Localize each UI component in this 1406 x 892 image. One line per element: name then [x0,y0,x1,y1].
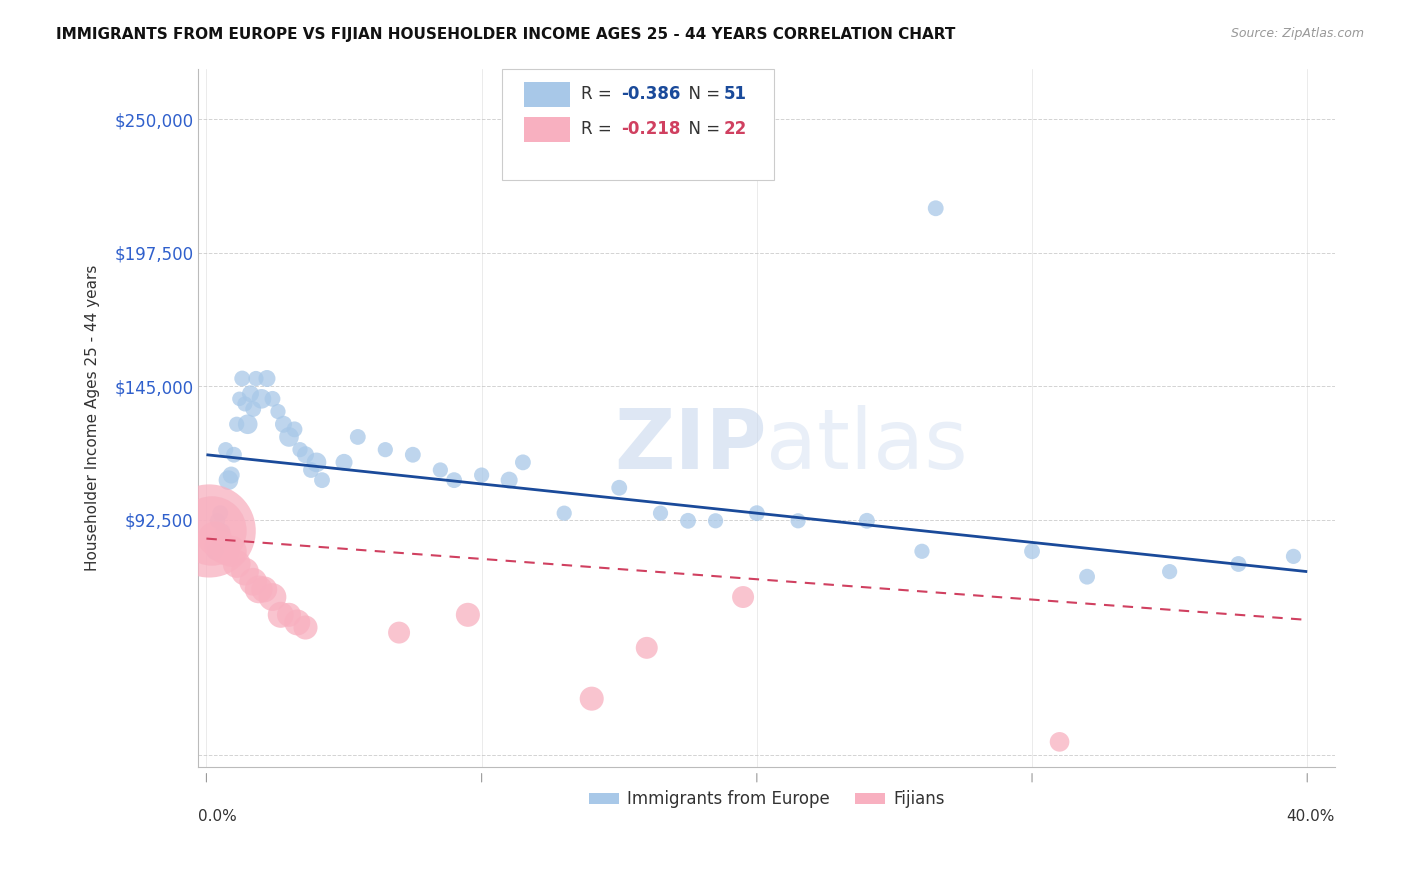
Point [242,402,264,417]
Point [219,544,242,558]
Text: IMMIGRANTS FROM EUROPE VS FIJIAN HOUSEHOLDER INCOME AGES 25 - 44 YEARS CORRELATI: IMMIGRANTS FROM EUROPE VS FIJIAN HOUSEHO… [56,27,956,42]
Point [209,539,232,553]
Point [294,448,316,462]
Point [636,640,658,655]
Point [443,473,465,487]
Point [581,691,603,706]
Point [207,514,229,528]
Point [262,392,284,406]
Point [256,371,278,385]
Point [1076,570,1098,584]
Point [215,442,238,457]
Text: 51: 51 [723,86,747,103]
Point [1159,565,1181,579]
Text: R =: R = [581,86,617,103]
Point [239,386,262,401]
Point [212,524,235,538]
Point [733,590,755,604]
FancyBboxPatch shape [524,118,569,142]
Text: N =: N = [678,86,725,103]
Point [204,544,226,558]
Text: ZIP: ZIP [614,405,766,486]
Point [925,201,948,215]
Point [856,514,879,528]
Point [374,442,396,457]
Point [283,422,305,436]
Point [1282,549,1305,564]
Point [402,448,425,462]
Point [245,371,267,385]
Point [198,524,221,538]
Point [288,442,311,457]
Point [1227,557,1250,571]
Point [262,590,284,604]
Text: 22: 22 [723,120,747,138]
Text: R =: R = [581,120,617,138]
Point [201,524,224,538]
Point [231,371,253,385]
Point [457,607,479,622]
Point [704,514,727,528]
Point [787,514,810,528]
Point [471,468,494,483]
Point [1021,544,1043,558]
Y-axis label: Householder Income Ages 25 - 44 years: Householder Income Ages 25 - 44 years [86,265,100,571]
Point [204,532,226,546]
Point [512,455,534,469]
Point [247,582,270,597]
Point [299,463,322,477]
FancyBboxPatch shape [502,69,775,180]
Point [228,392,250,406]
Point [270,607,292,622]
Point [217,473,239,487]
Point [222,448,245,462]
Point [250,392,273,406]
Text: atlas: atlas [766,405,969,486]
Point [745,506,768,520]
Point [294,620,316,634]
Point [225,557,247,571]
Text: -0.386: -0.386 [621,86,681,103]
Point [333,455,356,469]
Point [305,455,328,469]
Point [1049,735,1071,749]
FancyBboxPatch shape [524,82,569,107]
Text: Source: ZipAtlas.com: Source: ZipAtlas.com [1230,27,1364,40]
Point [233,565,256,579]
Text: 40.0%: 40.0% [1286,809,1334,824]
Point [429,463,451,477]
Legend: Immigrants from Europe, Fijians: Immigrants from Europe, Fijians [582,783,950,814]
Point [278,430,301,444]
Point [236,417,259,432]
Point [388,625,411,640]
Point [209,506,232,520]
Text: 0.0%: 0.0% [198,809,238,824]
Point [650,506,672,520]
Point [553,506,575,520]
Point [253,582,276,597]
Point [676,514,699,528]
Point [219,468,242,483]
Point [215,544,238,558]
Text: -0.218: -0.218 [621,120,681,138]
Point [278,607,301,622]
Point [498,473,520,487]
Point [267,404,290,418]
Point [233,397,256,411]
Point [607,481,630,495]
Point [911,544,934,558]
Text: N =: N = [678,120,725,138]
Point [311,473,333,487]
Point [273,417,295,432]
Point [242,574,264,589]
Point [346,430,368,444]
Point [225,417,247,432]
Point [285,615,308,630]
